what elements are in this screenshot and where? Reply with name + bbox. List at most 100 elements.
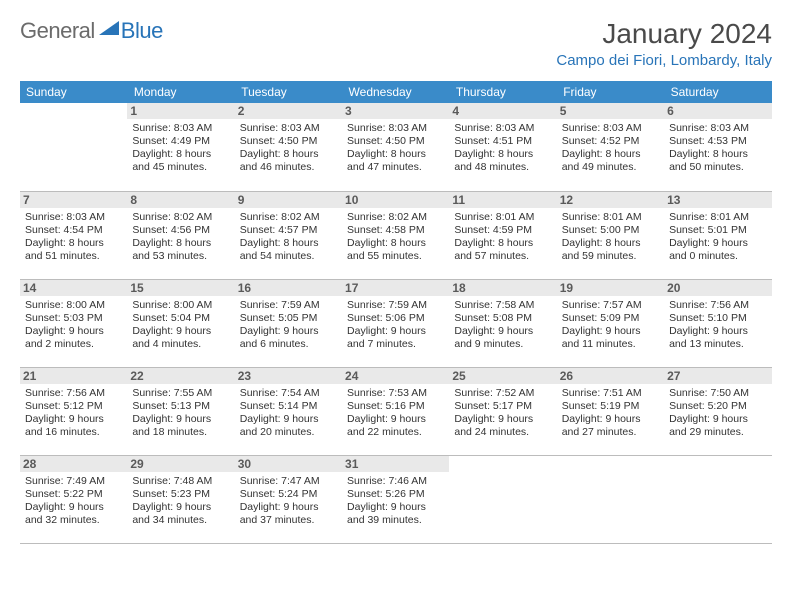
- calendar-day-cell: 26Sunrise: 7:51 AMSunset: 5:19 PMDayligh…: [557, 367, 664, 455]
- calendar-day-cell: 30Sunrise: 7:47 AMSunset: 5:24 PMDayligh…: [235, 455, 342, 543]
- calendar-day-cell: 13Sunrise: 8:01 AMSunset: 5:01 PMDayligh…: [664, 191, 771, 279]
- day-details: Sunrise: 8:03 AMSunset: 4:50 PMDaylight:…: [240, 122, 337, 175]
- calendar-day-cell: 6Sunrise: 8:03 AMSunset: 4:53 PMDaylight…: [664, 103, 771, 191]
- weekday-header: Tuesday: [235, 81, 342, 103]
- calendar-day-cell: 24Sunrise: 7:53 AMSunset: 5:16 PMDayligh…: [342, 367, 449, 455]
- calendar-table: Sunday Monday Tuesday Wednesday Thursday…: [20, 81, 772, 544]
- day-line-d2: and 0 minutes.: [669, 250, 766, 263]
- day-line-sr: Sunrise: 8:01 AM: [454, 211, 551, 224]
- calendar-day-cell: 20Sunrise: 7:56 AMSunset: 5:10 PMDayligh…: [664, 279, 771, 367]
- title-block: January 2024 Campo dei Fiori, Lombardy, …: [556, 18, 772, 69]
- day-line-sr: Sunrise: 7:46 AM: [347, 475, 444, 488]
- day-line-ss: Sunset: 5:01 PM: [669, 224, 766, 237]
- day-line-ss: Sunset: 5:05 PM: [240, 312, 337, 325]
- day-number: 31: [342, 456, 449, 472]
- day-details: Sunrise: 8:03 AMSunset: 4:50 PMDaylight:…: [347, 122, 444, 175]
- calendar-day-cell: [20, 103, 127, 191]
- day-line-d2: and 9 minutes.: [454, 338, 551, 351]
- day-line-ss: Sunset: 5:17 PM: [454, 400, 551, 413]
- day-number: 3: [342, 103, 449, 119]
- day-details: Sunrise: 7:56 AMSunset: 5:12 PMDaylight:…: [25, 387, 122, 440]
- day-details: Sunrise: 8:03 AMSunset: 4:49 PMDaylight:…: [132, 122, 229, 175]
- day-line-d2: and 51 minutes.: [25, 250, 122, 263]
- day-line-ss: Sunset: 4:53 PM: [669, 135, 766, 148]
- day-number: 20: [664, 280, 771, 296]
- calendar-day-cell: 15Sunrise: 8:00 AMSunset: 5:04 PMDayligh…: [127, 279, 234, 367]
- day-line-sr: Sunrise: 7:47 AM: [240, 475, 337, 488]
- day-number: 24: [342, 368, 449, 384]
- day-details: Sunrise: 8:02 AMSunset: 4:58 PMDaylight:…: [347, 211, 444, 264]
- day-number: 6: [664, 103, 771, 119]
- day-line-d1: Daylight: 8 hours: [347, 148, 444, 161]
- day-line-sr: Sunrise: 7:54 AM: [240, 387, 337, 400]
- day-line-d2: and 27 minutes.: [562, 426, 659, 439]
- day-line-d1: Daylight: 9 hours: [347, 413, 444, 426]
- calendar-week-row: 1Sunrise: 8:03 AMSunset: 4:49 PMDaylight…: [20, 103, 772, 191]
- day-line-sr: Sunrise: 7:49 AM: [25, 475, 122, 488]
- calendar-day-cell: 31Sunrise: 7:46 AMSunset: 5:26 PMDayligh…: [342, 455, 449, 543]
- day-number: 10: [342, 192, 449, 208]
- day-line-d1: Daylight: 8 hours: [347, 237, 444, 250]
- day-line-ss: Sunset: 4:50 PM: [240, 135, 337, 148]
- day-line-ss: Sunset: 5:06 PM: [347, 312, 444, 325]
- day-line-ss: Sunset: 5:00 PM: [562, 224, 659, 237]
- day-line-ss: Sunset: 4:50 PM: [347, 135, 444, 148]
- day-line-d2: and 6 minutes.: [240, 338, 337, 351]
- day-line-d2: and 2 minutes.: [25, 338, 122, 351]
- day-line-d2: and 32 minutes.: [25, 514, 122, 527]
- day-details: Sunrise: 7:51 AMSunset: 5:19 PMDaylight:…: [562, 387, 659, 440]
- day-line-sr: Sunrise: 7:56 AM: [25, 387, 122, 400]
- day-details: Sunrise: 7:59 AMSunset: 5:05 PMDaylight:…: [240, 299, 337, 352]
- day-line-d1: Daylight: 9 hours: [347, 325, 444, 338]
- day-number: 13: [664, 192, 771, 208]
- day-line-d1: Daylight: 9 hours: [25, 413, 122, 426]
- day-line-d2: and 24 minutes.: [454, 426, 551, 439]
- day-number: 8: [127, 192, 234, 208]
- day-number: 2: [235, 103, 342, 119]
- weekday-header: Saturday: [664, 81, 771, 103]
- day-line-d2: and 59 minutes.: [562, 250, 659, 263]
- day-line-sr: Sunrise: 8:01 AM: [562, 211, 659, 224]
- day-line-d2: and 39 minutes.: [347, 514, 444, 527]
- day-details: Sunrise: 8:03 AMSunset: 4:51 PMDaylight:…: [454, 122, 551, 175]
- day-line-d2: and 11 minutes.: [562, 338, 659, 351]
- weekday-header: Thursday: [449, 81, 556, 103]
- day-line-sr: Sunrise: 7:52 AM: [454, 387, 551, 400]
- day-line-sr: Sunrise: 7:57 AM: [562, 299, 659, 312]
- day-line-ss: Sunset: 5:09 PM: [562, 312, 659, 325]
- day-number: 4: [449, 103, 556, 119]
- day-line-ss: Sunset: 4:57 PM: [240, 224, 337, 237]
- day-line-d1: Daylight: 8 hours: [454, 148, 551, 161]
- day-line-d2: and 37 minutes.: [240, 514, 337, 527]
- day-number: 23: [235, 368, 342, 384]
- weekday-header: Friday: [557, 81, 664, 103]
- calendar-day-cell: 17Sunrise: 7:59 AMSunset: 5:06 PMDayligh…: [342, 279, 449, 367]
- day-line-sr: Sunrise: 7:59 AM: [347, 299, 444, 312]
- calendar-day-cell: 4 Sunrise: 8:03 AMSunset: 4:51 PMDaylight…: [449, 103, 556, 191]
- day-details: Sunrise: 7:58 AMSunset: 5:08 PMDaylight:…: [454, 299, 551, 352]
- day-number: 5: [557, 103, 664, 119]
- day-line-sr: Sunrise: 7:51 AM: [562, 387, 659, 400]
- day-line-sr: Sunrise: 8:03 AM: [454, 122, 551, 135]
- calendar-day-cell: [664, 455, 771, 543]
- day-line-d1: Daylight: 9 hours: [562, 325, 659, 338]
- day-line-ss: Sunset: 5:26 PM: [347, 488, 444, 501]
- day-number: 19: [557, 280, 664, 296]
- day-line-d1: Daylight: 9 hours: [25, 325, 122, 338]
- calendar-day-cell: 28Sunrise: 7:49 AMSunset: 5:22 PMDayligh…: [20, 455, 127, 543]
- day-number: 9: [235, 192, 342, 208]
- day-line-sr: Sunrise: 8:03 AM: [347, 122, 444, 135]
- day-line-sr: Sunrise: 7:58 AM: [454, 299, 551, 312]
- day-line-ss: Sunset: 4:59 PM: [454, 224, 551, 237]
- day-line-ss: Sunset: 5:23 PM: [132, 488, 229, 501]
- day-line-sr: Sunrise: 8:00 AM: [132, 299, 229, 312]
- day-line-sr: Sunrise: 8:00 AM: [25, 299, 122, 312]
- calendar-day-cell: 22Sunrise: 7:55 AMSunset: 5:13 PMDayligh…: [127, 367, 234, 455]
- calendar-day-cell: 27Sunrise: 7:50 AMSunset: 5:20 PMDayligh…: [664, 367, 771, 455]
- day-line-d1: Daylight: 9 hours: [562, 413, 659, 426]
- day-line-ss: Sunset: 4:49 PM: [132, 135, 229, 148]
- day-line-d1: Daylight: 9 hours: [240, 501, 337, 514]
- day-line-d2: and 55 minutes.: [347, 250, 444, 263]
- day-line-ss: Sunset: 5:08 PM: [454, 312, 551, 325]
- calendar-day-cell: 10 Sunrise: 8:02 AMSunset: 4:58 PMDayligh…: [342, 191, 449, 279]
